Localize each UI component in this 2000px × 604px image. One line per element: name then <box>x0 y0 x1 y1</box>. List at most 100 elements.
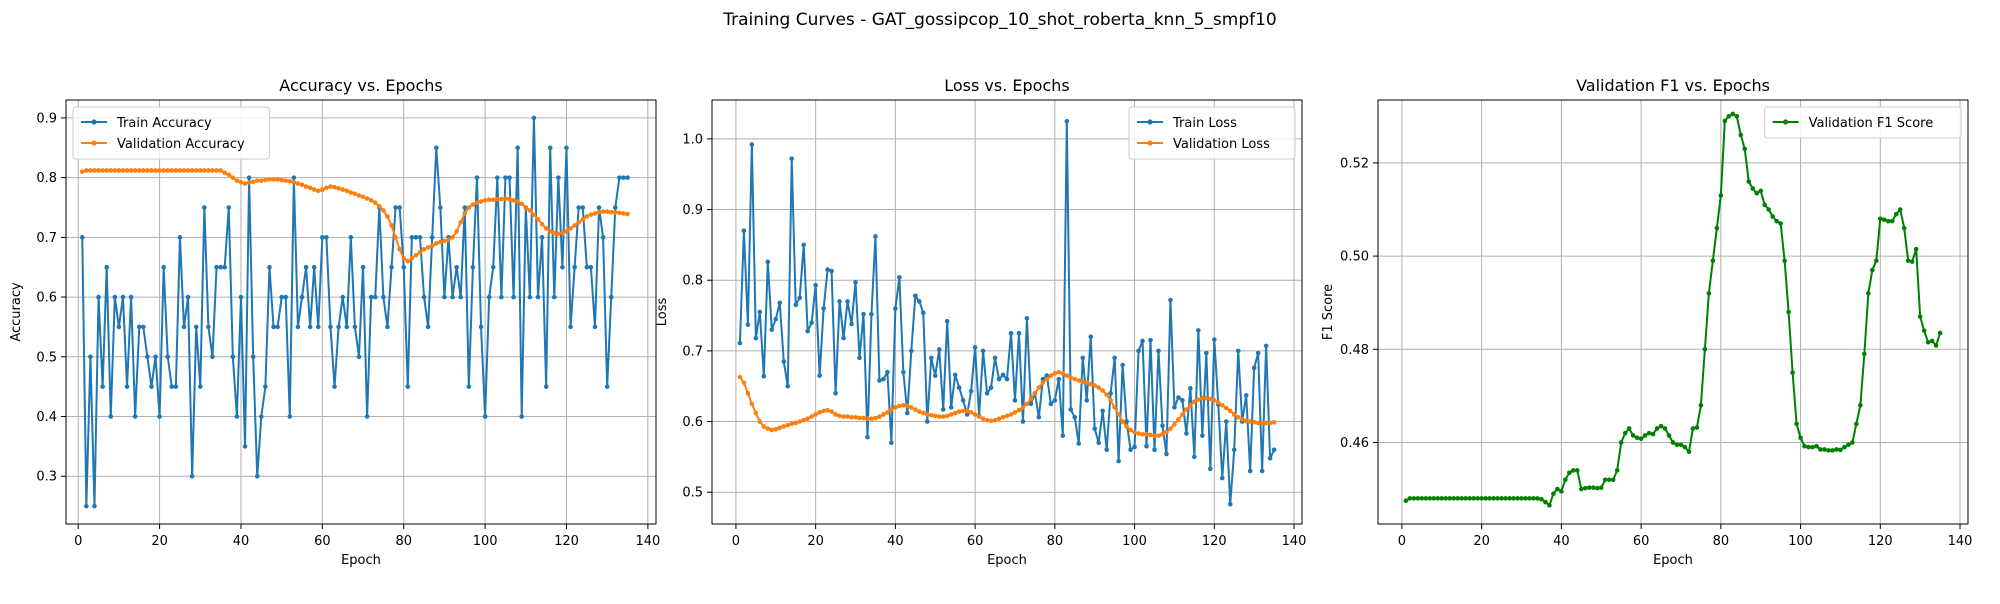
data-point <box>584 264 590 270</box>
data-point <box>372 200 378 206</box>
series-line <box>1405 112 1942 507</box>
data-point <box>1064 118 1070 124</box>
data-point <box>853 280 858 285</box>
data-point <box>932 373 938 378</box>
data-point <box>1567 470 1572 476</box>
data-point <box>881 412 886 417</box>
data-point <box>385 324 390 330</box>
data-point <box>389 264 394 270</box>
data-point <box>511 198 516 203</box>
data-point <box>621 175 626 180</box>
data-point <box>1929 338 1935 344</box>
data-point <box>869 311 874 317</box>
data-point <box>279 294 284 300</box>
data-point <box>1100 388 1105 393</box>
data-point <box>246 175 252 180</box>
data-point <box>608 294 614 300</box>
data-point <box>145 168 150 173</box>
data-point <box>425 324 431 330</box>
data-point <box>531 115 537 121</box>
data-point <box>287 178 293 184</box>
data-point <box>307 185 313 191</box>
data-point <box>295 181 301 186</box>
data-point <box>833 412 838 417</box>
x-tick-label: 40 <box>887 534 904 549</box>
data-point <box>1168 426 1173 431</box>
data-point <box>311 187 317 192</box>
data-point <box>1586 485 1592 490</box>
data-point <box>568 226 573 231</box>
data-point <box>924 419 930 424</box>
data-point <box>1024 401 1030 407</box>
x-tick-label: 100 <box>473 534 498 549</box>
data-point <box>169 384 175 389</box>
data-point <box>1878 216 1883 222</box>
data-point <box>462 205 468 210</box>
data-point <box>1247 419 1253 424</box>
data-point <box>1208 396 1213 402</box>
data-point <box>849 414 854 420</box>
data-point <box>360 194 366 200</box>
data-point <box>1746 179 1752 184</box>
data-point <box>996 416 1002 422</box>
data-point <box>218 264 223 270</box>
data-point <box>576 205 581 210</box>
data-point <box>1921 328 1927 333</box>
data-point <box>1670 440 1676 445</box>
data-point <box>120 294 126 300</box>
data-point <box>849 321 854 327</box>
data-point <box>104 168 109 173</box>
data-point <box>1044 373 1050 378</box>
data-point <box>141 168 146 173</box>
data-point <box>1730 111 1736 117</box>
data-point <box>385 214 390 219</box>
data-point <box>1750 186 1756 191</box>
data-point <box>944 413 950 419</box>
data-point <box>737 374 743 380</box>
legend: Train Accuracy Validation Accuracy <box>72 106 270 160</box>
data-point <box>381 294 386 300</box>
data-point <box>1012 410 1018 415</box>
y-tick-label: 0.48 <box>1340 343 1369 358</box>
data-point <box>1650 431 1656 437</box>
data-point <box>1263 343 1269 349</box>
data-point <box>1885 218 1891 224</box>
data-point <box>1590 485 1596 490</box>
data-point <box>1072 376 1078 382</box>
data-point <box>761 374 767 379</box>
data-point <box>1598 485 1604 490</box>
data-point <box>793 302 799 308</box>
data-point <box>813 282 818 288</box>
data-point <box>393 235 398 240</box>
data-point <box>340 294 345 300</box>
data-point <box>1060 433 1066 438</box>
data-point <box>136 324 142 330</box>
data-point <box>161 168 166 173</box>
data-point <box>242 181 248 186</box>
data-point <box>230 175 236 180</box>
data-point <box>1539 497 1544 502</box>
x-axis-label: Epoch <box>341 553 381 568</box>
data-point <box>1168 297 1173 303</box>
data-point <box>1854 421 1859 427</box>
data-point <box>1511 496 1516 501</box>
data-point <box>1551 491 1556 497</box>
data-point <box>348 235 354 240</box>
data-point <box>968 388 974 394</box>
y-tick-label: 1.0 <box>682 132 703 147</box>
data-point <box>1104 392 1109 397</box>
data-point <box>1770 214 1775 219</box>
data-point <box>181 324 187 330</box>
data-point <box>417 249 423 255</box>
data-point <box>263 177 268 183</box>
data-point <box>913 293 918 299</box>
data-point <box>210 168 215 173</box>
data-point <box>1016 330 1022 336</box>
data-point <box>1602 477 1608 483</box>
data-point <box>1913 246 1919 252</box>
data-point <box>193 324 199 330</box>
data-point <box>1219 402 1225 408</box>
data-point <box>1443 496 1449 501</box>
y-tick-label: 0.50 <box>1340 250 1369 265</box>
data-point <box>206 324 211 330</box>
